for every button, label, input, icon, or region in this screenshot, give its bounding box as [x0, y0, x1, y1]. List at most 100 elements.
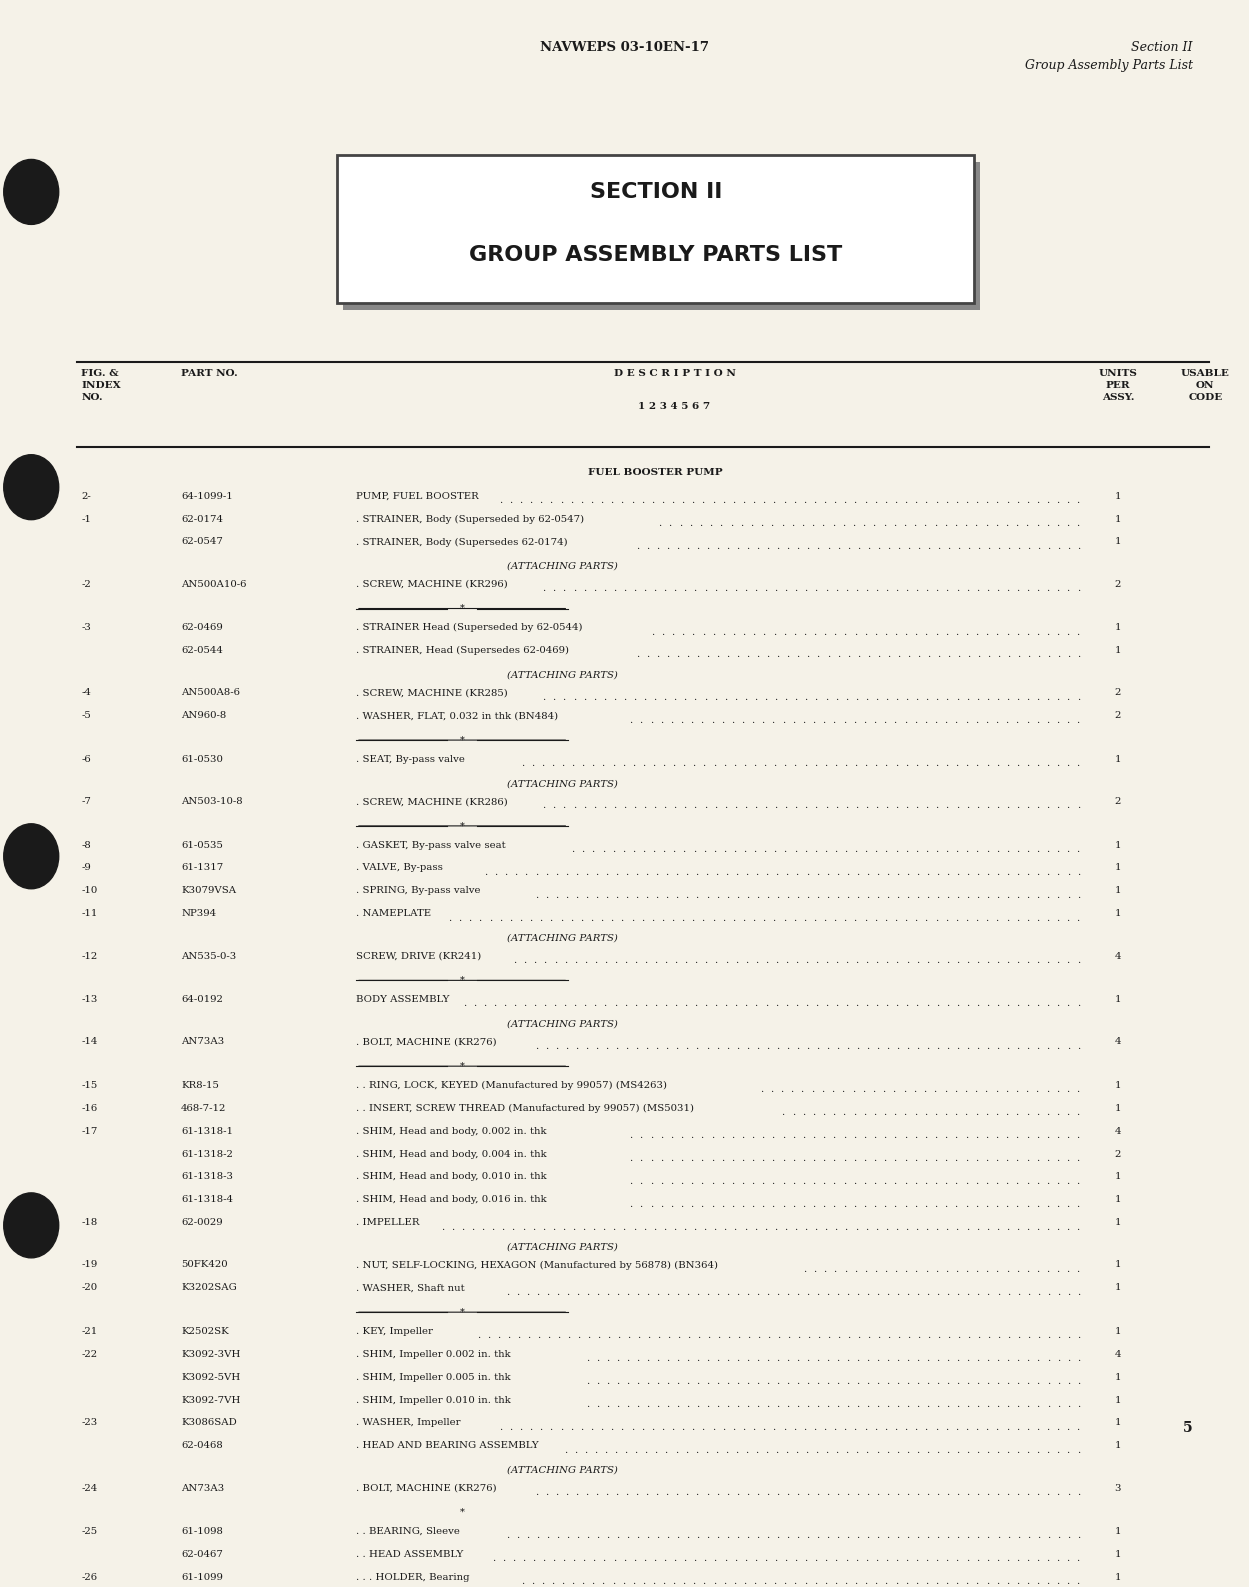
- Text: .: .: [1025, 844, 1029, 854]
- Text: 4: 4: [1114, 1349, 1122, 1358]
- Text: .: .: [833, 1176, 836, 1185]
- Text: .: .: [582, 1554, 586, 1563]
- Text: .: .: [1055, 519, 1059, 528]
- Text: .: .: [462, 1000, 466, 1008]
- Text: .: .: [1005, 844, 1009, 854]
- Text: .: .: [771, 519, 773, 528]
- Text: .: .: [774, 584, 777, 594]
- Text: .: .: [520, 1424, 522, 1431]
- Text: .: .: [975, 694, 979, 701]
- Text: .: .: [1005, 1200, 1008, 1209]
- Text: .: .: [593, 694, 596, 701]
- Text: .: .: [1017, 890, 1019, 900]
- Text: .: .: [1007, 1489, 1009, 1497]
- Text: 1: 1: [1114, 1550, 1122, 1558]
- Text: .: .: [616, 1489, 618, 1497]
- Text: .: .: [703, 584, 707, 594]
- Text: .: .: [1017, 1000, 1019, 1008]
- Text: 3: 3: [1114, 1484, 1122, 1493]
- Text: .: .: [702, 627, 704, 636]
- Text: .: .: [1037, 1531, 1040, 1541]
- Text: .: .: [856, 868, 859, 878]
- Text: .: .: [1067, 1176, 1069, 1185]
- Text: .: .: [503, 1000, 506, 1008]
- Text: .: .: [896, 584, 898, 594]
- Text: .: .: [783, 627, 786, 636]
- Text: .: .: [863, 1176, 867, 1185]
- Text: .: .: [877, 1287, 879, 1297]
- Text: .: .: [723, 1222, 727, 1232]
- Text: .: .: [516, 1531, 520, 1541]
- Text: .: .: [893, 1086, 896, 1093]
- Text: .: .: [731, 1200, 734, 1209]
- Text: .: .: [613, 694, 616, 701]
- Text: .: .: [987, 1489, 989, 1497]
- Text: .: .: [1015, 1554, 1019, 1563]
- Text: .: .: [1037, 1000, 1039, 1008]
- Text: .: .: [877, 1354, 879, 1363]
- Text: .: .: [934, 1176, 938, 1185]
- Text: .: .: [792, 1108, 794, 1117]
- Text: .: .: [997, 1531, 999, 1541]
- Text: .: .: [521, 759, 523, 768]
- Text: .: .: [937, 1041, 939, 1051]
- Text: .: .: [703, 801, 707, 811]
- Text: .: .: [642, 844, 646, 854]
- Text: .: .: [606, 1378, 610, 1385]
- Text: .: .: [557, 1331, 561, 1339]
- Text: .: .: [1037, 759, 1039, 768]
- Text: .: .: [702, 914, 704, 922]
- Text: .: .: [576, 1531, 580, 1541]
- Text: .: .: [876, 1041, 879, 1051]
- Text: .: .: [863, 1108, 866, 1117]
- Text: .: .: [723, 759, 726, 768]
- Text: .: .: [1015, 914, 1019, 922]
- Text: .: .: [864, 759, 868, 768]
- Text: .: .: [833, 1265, 837, 1274]
- Text: .: .: [563, 1000, 567, 1008]
- Text: .: .: [856, 1489, 859, 1497]
- Text: .: .: [997, 1446, 999, 1455]
- Text: .: .: [1037, 801, 1039, 811]
- Text: .: .: [977, 1489, 979, 1497]
- Text: .: .: [833, 1154, 836, 1163]
- Text: .: .: [926, 1222, 928, 1232]
- Text: .: .: [914, 1154, 917, 1163]
- FancyBboxPatch shape: [337, 156, 974, 303]
- Text: .: .: [737, 1531, 739, 1541]
- Text: .: .: [712, 1424, 714, 1431]
- Text: .: .: [666, 1531, 669, 1541]
- Text: .: .: [1025, 1577, 1029, 1587]
- Text: .: .: [772, 497, 776, 505]
- Text: .: .: [731, 1176, 734, 1185]
- Text: .: .: [955, 1265, 958, 1274]
- Text: .: .: [571, 759, 575, 768]
- Text: .: .: [1025, 759, 1029, 768]
- Text: -22: -22: [81, 1349, 97, 1358]
- Text: .: .: [791, 1086, 793, 1093]
- Text: .: .: [877, 1531, 879, 1541]
- Text: .: .: [863, 1424, 867, 1431]
- Text: -14: -14: [81, 1038, 97, 1046]
- Text: .: .: [629, 1200, 632, 1209]
- Text: .: .: [587, 1331, 591, 1339]
- Text: .: .: [1037, 1554, 1039, 1563]
- Text: .: .: [1067, 1086, 1069, 1093]
- Text: .: .: [934, 914, 938, 922]
- Text: .: .: [794, 1222, 797, 1232]
- Text: AN503-10-8: AN503-10-8: [181, 797, 242, 806]
- Text: .: .: [955, 1000, 959, 1008]
- Text: .: .: [637, 1331, 641, 1339]
- Text: .: .: [776, 1489, 779, 1497]
- Text: .: .: [551, 759, 555, 768]
- Text: .: .: [864, 1554, 868, 1563]
- Text: .: .: [1067, 868, 1070, 878]
- Text: .: .: [777, 1331, 781, 1339]
- Text: .: .: [576, 890, 578, 900]
- Text: .: .: [533, 1000, 536, 1008]
- Text: .: .: [812, 1132, 816, 1139]
- Text: .: .: [822, 1108, 826, 1117]
- Text: .: .: [713, 801, 717, 811]
- Text: .: .: [844, 1577, 847, 1587]
- Text: .: .: [854, 1222, 858, 1232]
